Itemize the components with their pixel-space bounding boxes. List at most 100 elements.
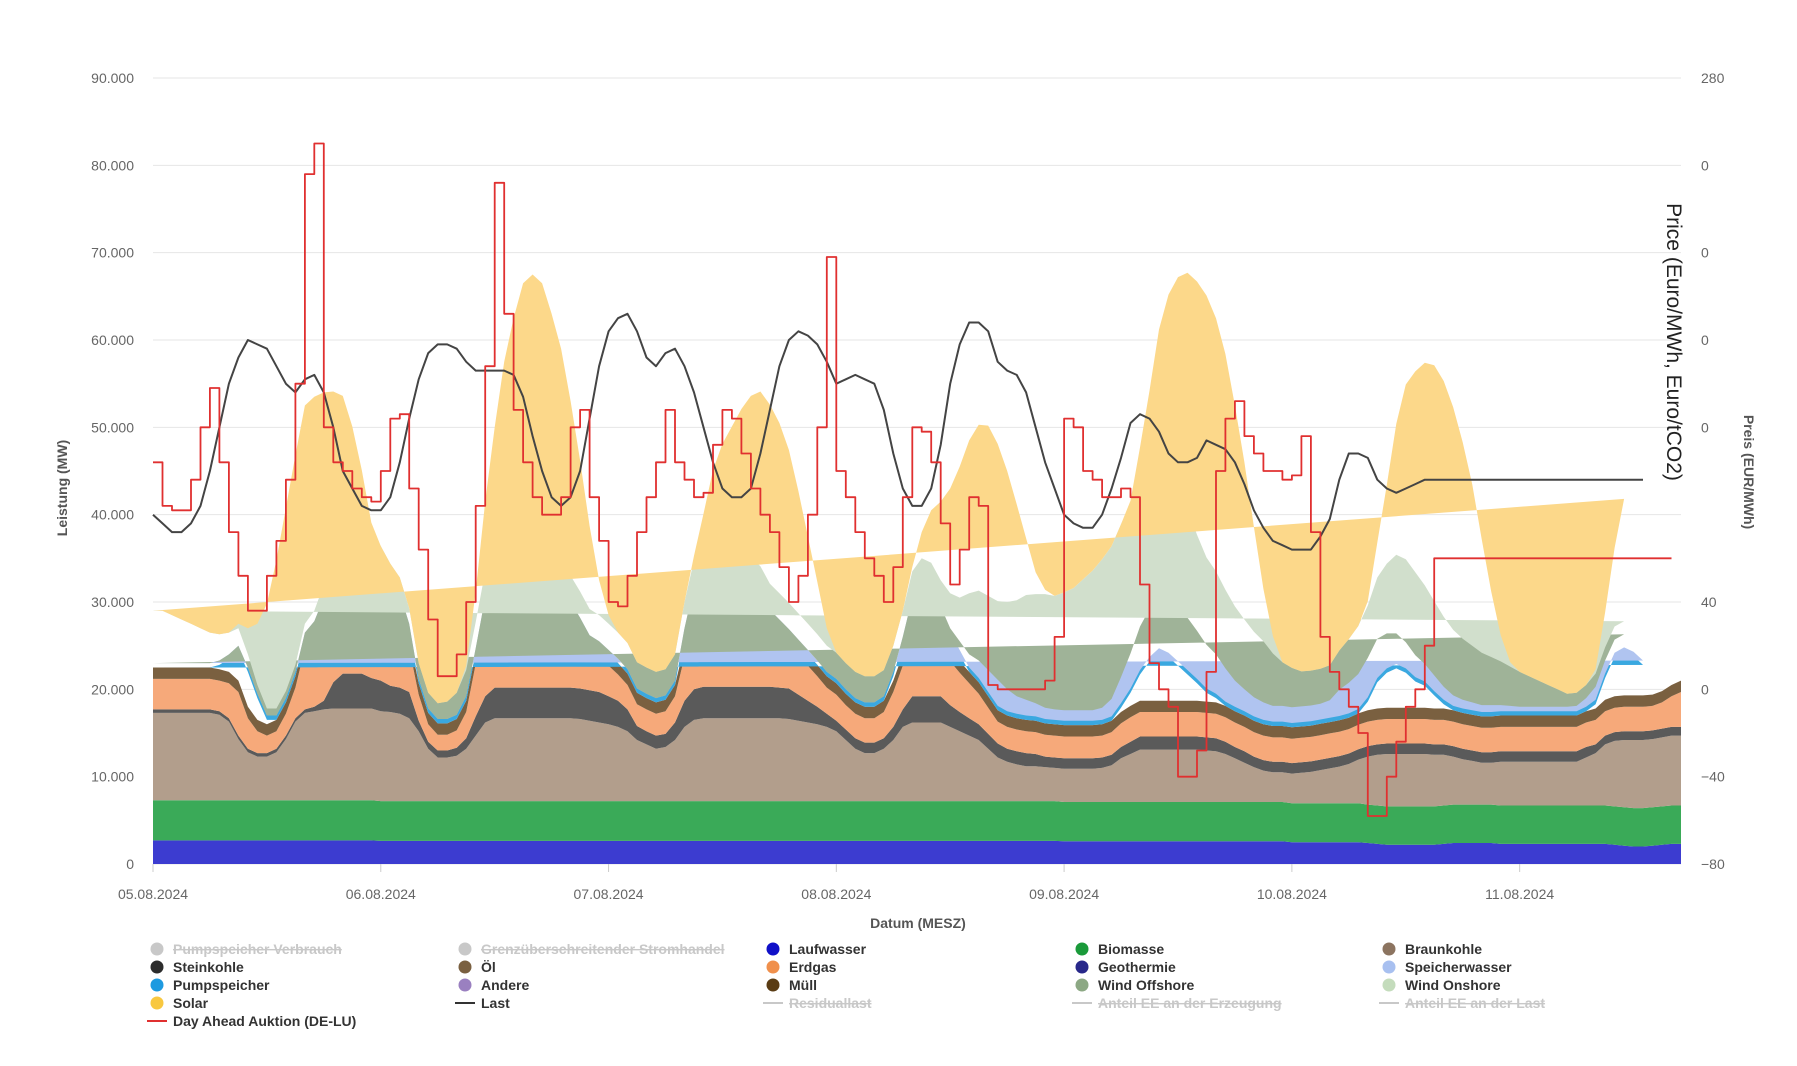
x-axis-title: Datum (MESZ) (870, 915, 966, 931)
legend-label: Biomasse (1098, 941, 1164, 957)
legend-label: Pumpspeicher (173, 977, 270, 993)
legend-label: Solar (173, 995, 209, 1011)
y-left-tick-label: 0 (126, 856, 134, 872)
legend-marker-icon (150, 960, 164, 974)
legend-marker-icon (1075, 942, 1089, 956)
line-layer (152, 142, 1672, 817)
legend-item: Grenzüberschreitender Stromhandel (458, 941, 725, 957)
area-solar (153, 272, 1625, 704)
y-right-tick-label: 0 (1701, 245, 1709, 261)
y-left-tick-label: 10.000 (91, 769, 134, 785)
legend-item: Öl (458, 959, 496, 975)
legend-marker-icon (766, 942, 780, 956)
legend-marker-icon (150, 978, 164, 992)
y-axis-title-left: Leistung (MW) (54, 440, 70, 536)
legend-item: Day Ahead Auktion (DE-LU) (147, 1013, 356, 1029)
line-day-ahead-auktion-de-lu (153, 142, 1672, 817)
y-axis-title-right-small: Preis (EUR/MWh) (1741, 415, 1757, 529)
legend-label: Anteil EE an der Erzeugung (1098, 995, 1282, 1011)
legend-marker-icon (1075, 960, 1089, 974)
y-left-tick-label: 40.000 (91, 507, 134, 523)
legend-label: Speicherwasser (1405, 959, 1512, 975)
area-braunkohle (153, 708, 1681, 809)
legend-marker-icon (1382, 978, 1396, 992)
y-left-tick-label: 90.000 (91, 70, 134, 86)
legend-marker-icon (150, 996, 164, 1010)
legend-label: Last (481, 995, 510, 1011)
y-right-tick-label: −40 (1701, 769, 1725, 785)
legend-item: Müll (766, 977, 817, 993)
y-left-tick-label: 50.000 (91, 419, 134, 435)
legend-label: Wind Offshore (1098, 977, 1195, 993)
y-left-tick-label: 80.000 (91, 157, 134, 173)
legend-marker-icon (1075, 978, 1089, 992)
legend-label: Öl (481, 959, 496, 975)
legend-label: Erdgas (789, 959, 837, 975)
x-tick-label: 06.08.2024 (346, 886, 416, 902)
legend-item: Steinkohle (150, 959, 244, 975)
x-tick-label: 05.08.2024 (118, 886, 188, 902)
x-tick-label: 11.08.2024 (1485, 886, 1554, 902)
y-right-tick-label: 0 (1701, 157, 1709, 173)
x-tick-label: 09.08.2024 (1029, 886, 1099, 902)
x-tick-label: 10.08.2024 (1257, 886, 1327, 902)
x-tick-label: 08.08.2024 (801, 886, 871, 902)
legend-label: Steinkohle (173, 959, 244, 975)
legend-label: Andere (481, 977, 529, 993)
y-right-tick-label: 280 (1701, 70, 1725, 86)
legend-marker-icon (766, 960, 780, 974)
area-l-m-ll (153, 579, 1681, 739)
legend: Pumpspeicher Verbrauch Grenzüberschreiten… (147, 941, 1545, 1029)
legend-label: Grenzüberschreitender Stromhandel (481, 941, 725, 957)
legend-item: Braunkohle (1382, 941, 1482, 957)
line-last (152, 312, 1643, 551)
legend-item: Speicherwasser (1382, 959, 1512, 975)
legend-item: Wind Onshore (1382, 977, 1501, 993)
y-right-tick-label: 0 (1701, 332, 1709, 348)
legend-label: Anteil EE an der Last (1405, 995, 1545, 1011)
legend-item: Anteil EE an der Last (1379, 995, 1545, 1011)
area-steinkohle (153, 673, 1681, 774)
legend-label: Laufwasser (789, 941, 867, 957)
legend-marker-icon (458, 960, 472, 974)
legend-marker-icon (150, 942, 164, 956)
y-right-tick-label: 0 (1701, 419, 1709, 435)
y-left-tick-label: 20.000 (91, 681, 134, 697)
legend-item: Biomasse (1075, 941, 1164, 957)
legend-label: Day Ahead Auktion (DE-LU) (173, 1013, 356, 1029)
legend-item: Last (455, 995, 510, 1011)
legend-label: Pumpspeicher Verbrauch (173, 941, 342, 957)
y-right-tick-label: 0 (1701, 681, 1709, 697)
legend-item: Laufwasser (766, 941, 867, 957)
x-tick-label: 07.08.2024 (574, 886, 644, 902)
y-right-tick-label: −80 (1701, 856, 1725, 872)
axis-layer: 0 10.000 20.000 30.000 40.000 50.000 60.000 70.… (91, 70, 1725, 902)
area-layer (153, 272, 1681, 864)
legend-item: Erdgas (766, 959, 837, 975)
y-left-tick-label: 30.000 (91, 594, 134, 610)
legend-item: Pumpspeicher (150, 977, 270, 993)
y-axis-title-right-large: Price (Euro/MWh, Euro/tCO2) (1662, 203, 1685, 481)
legend-item: Anteil EE an der Erzeugung (1072, 995, 1282, 1011)
y-left-tick-label: 60.000 (91, 332, 134, 348)
area-laufwasser (153, 840, 1681, 864)
legend-item: Pumpspeicher Verbrauch (150, 941, 342, 957)
legend-label: Braunkohle (1405, 941, 1482, 957)
legend-label: Wind Onshore (1405, 977, 1501, 993)
legend-label: Geothermie (1098, 959, 1176, 975)
legend-marker-icon (1382, 942, 1396, 956)
legend-item: Residuallast (763, 995, 872, 1011)
legend-item: Andere (458, 977, 529, 993)
legend-marker-icon (458, 942, 472, 956)
legend-marker-icon (766, 978, 780, 992)
legend-marker-icon (458, 978, 472, 992)
y-right-tick-label: 40 (1701, 594, 1717, 610)
area-biomasse (153, 800, 1681, 847)
y-left-tick-label: 70.000 (91, 245, 134, 261)
legend-item: Wind Offshore (1075, 977, 1195, 993)
legend-label: Residuallast (789, 995, 872, 1011)
legend-label: Müll (789, 977, 817, 993)
legend-marker-icon (1382, 960, 1396, 974)
